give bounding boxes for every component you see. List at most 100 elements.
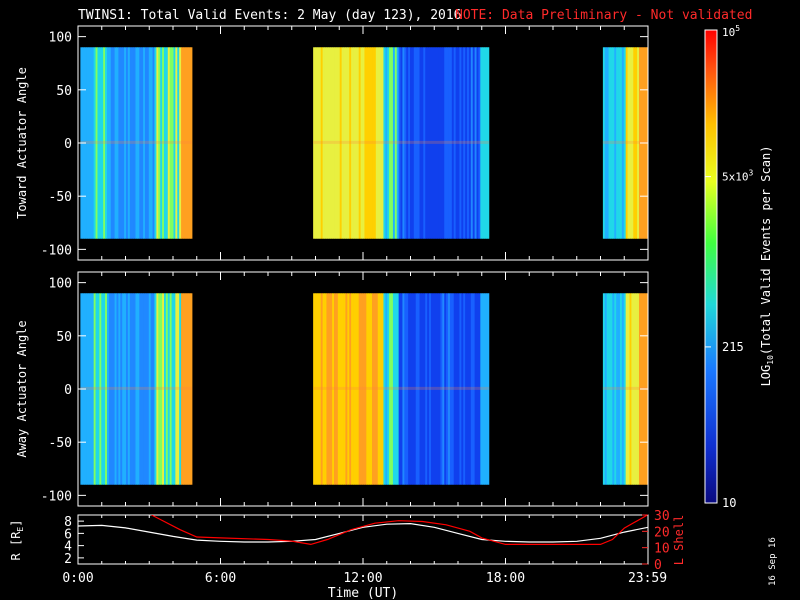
ytick-label: 100 (49, 277, 72, 292)
colorbar-tick-label: 215 (722, 340, 744, 354)
heatmap-cell (184, 293, 188, 485)
heatmap-cell (313, 47, 316, 239)
heatmap-cell (179, 293, 182, 485)
heatmap-cell (156, 47, 159, 239)
heatmap-cell (468, 47, 472, 239)
heatmap-cell (330, 293, 333, 485)
heatmap-cell (465, 47, 468, 239)
heatmap-cell (335, 47, 339, 239)
heatmap-cell (612, 47, 615, 239)
heatmap-cell (619, 293, 623, 485)
heatmap-cell (127, 293, 131, 485)
ytick-label: -50 (49, 190, 72, 205)
heatmap-cell (167, 47, 171, 239)
heatmap-cell (627, 293, 630, 485)
heatmap-cell (629, 293, 632, 485)
heatmap-cell (379, 293, 382, 485)
heatmap-cell (190, 47, 193, 239)
heatmap-cell (131, 47, 134, 239)
heatmap-cell (448, 47, 451, 239)
heatmap-cell (335, 293, 339, 485)
heatmap-cell (427, 47, 430, 239)
heatmap-cell (91, 293, 95, 485)
heatmap-cell (106, 47, 110, 239)
heatmap-cell (375, 47, 379, 239)
yticks-toward: -100 -50 0 50 100 (41, 31, 648, 258)
heatmap-cell (334, 293, 337, 485)
heatmap-cell (324, 293, 327, 485)
xtickmarks-toward (77, 26, 649, 260)
frame-orbit (77, 514, 649, 565)
heatmap-cell (608, 293, 611, 485)
heatmap-cell (406, 293, 409, 485)
ytick-label-right: 0 (654, 558, 662, 573)
ylabel-radius: R [RE] (9, 520, 25, 561)
heatmap-cell (402, 293, 405, 485)
heatmap-cell (118, 47, 121, 239)
heatmap-cell (137, 47, 140, 239)
heatmap-cell (160, 293, 163, 485)
heatmap-cell (487, 293, 490, 485)
heatmap-cell (419, 293, 422, 485)
colorbar-tick-label: 5x103 (722, 169, 754, 184)
heatmap-cell (404, 47, 407, 239)
heatmap-cell (470, 293, 474, 485)
zero-band (313, 140, 489, 144)
xtick-label: 23:59 (628, 571, 667, 586)
heatmap-cell (372, 293, 375, 485)
colorbar-label: LOG10(Total Valid Events per Scan) (759, 146, 775, 387)
heatmap-cell (152, 293, 155, 485)
xlabel-time: Time (UT) (328, 586, 398, 600)
ytick-label: 0 (64, 383, 72, 398)
heatmap-cell (173, 293, 176, 485)
heatmap-cell (635, 47, 638, 239)
heatmap-cell (116, 293, 119, 485)
heatmap-cell (400, 47, 403, 239)
heatmap-cell (440, 47, 443, 239)
heatmap-cell (106, 293, 110, 485)
heatmap-cell (421, 293, 424, 485)
heatmap-cell (169, 47, 172, 239)
heatmap-cell (423, 47, 426, 239)
heatmap-cell (345, 47, 348, 239)
heatmap-cell (486, 293, 489, 485)
heatmap-cell (320, 293, 324, 485)
heatmap-cell (347, 47, 350, 239)
heatmap-cell (430, 293, 434, 485)
heatmap-cell (175, 293, 178, 485)
heatmap-cell (442, 293, 445, 485)
heatmap-cell (99, 293, 102, 485)
heatmap-cell (154, 293, 157, 485)
heatmap-cell (621, 293, 625, 485)
heatmap-cell (110, 47, 114, 239)
heatmap-cell (444, 47, 447, 239)
heatmap-cell (341, 47, 344, 239)
heatmap-cell (476, 47, 479, 239)
heatmap-cell (413, 293, 417, 485)
heatmap-cell (337, 293, 341, 485)
heatmap-cell (468, 293, 472, 485)
heatmap-cell (417, 293, 420, 485)
heatmap-cell (425, 47, 428, 239)
heatmap-cell (182, 47, 186, 239)
heatmap-cell (623, 293, 627, 485)
heatmap-cell (635, 293, 638, 485)
ylabel-away: Away Actuator Angle (15, 320, 29, 457)
heatmap-cell (370, 47, 373, 239)
heatmap-cell (472, 47, 476, 239)
heatmap-cell (362, 47, 365, 239)
heatmap-cell (478, 293, 481, 485)
heatmap-cell (604, 293, 608, 485)
heatmap-cell (448, 293, 451, 485)
heatmap-cell (482, 293, 485, 485)
heatmap-cell (181, 293, 184, 485)
heatmap-cell (411, 293, 415, 485)
colorbar: 105 5x103 215 10 LOG10(Total Valid Events p… (704, 24, 775, 510)
heatmap-cell (171, 47, 174, 239)
heatmap-cell (467, 47, 470, 239)
heatmap-cell (163, 47, 167, 239)
heatmap-cell (396, 293, 400, 485)
heatmap-cell (148, 47, 152, 239)
heatmap-cell (451, 47, 455, 239)
